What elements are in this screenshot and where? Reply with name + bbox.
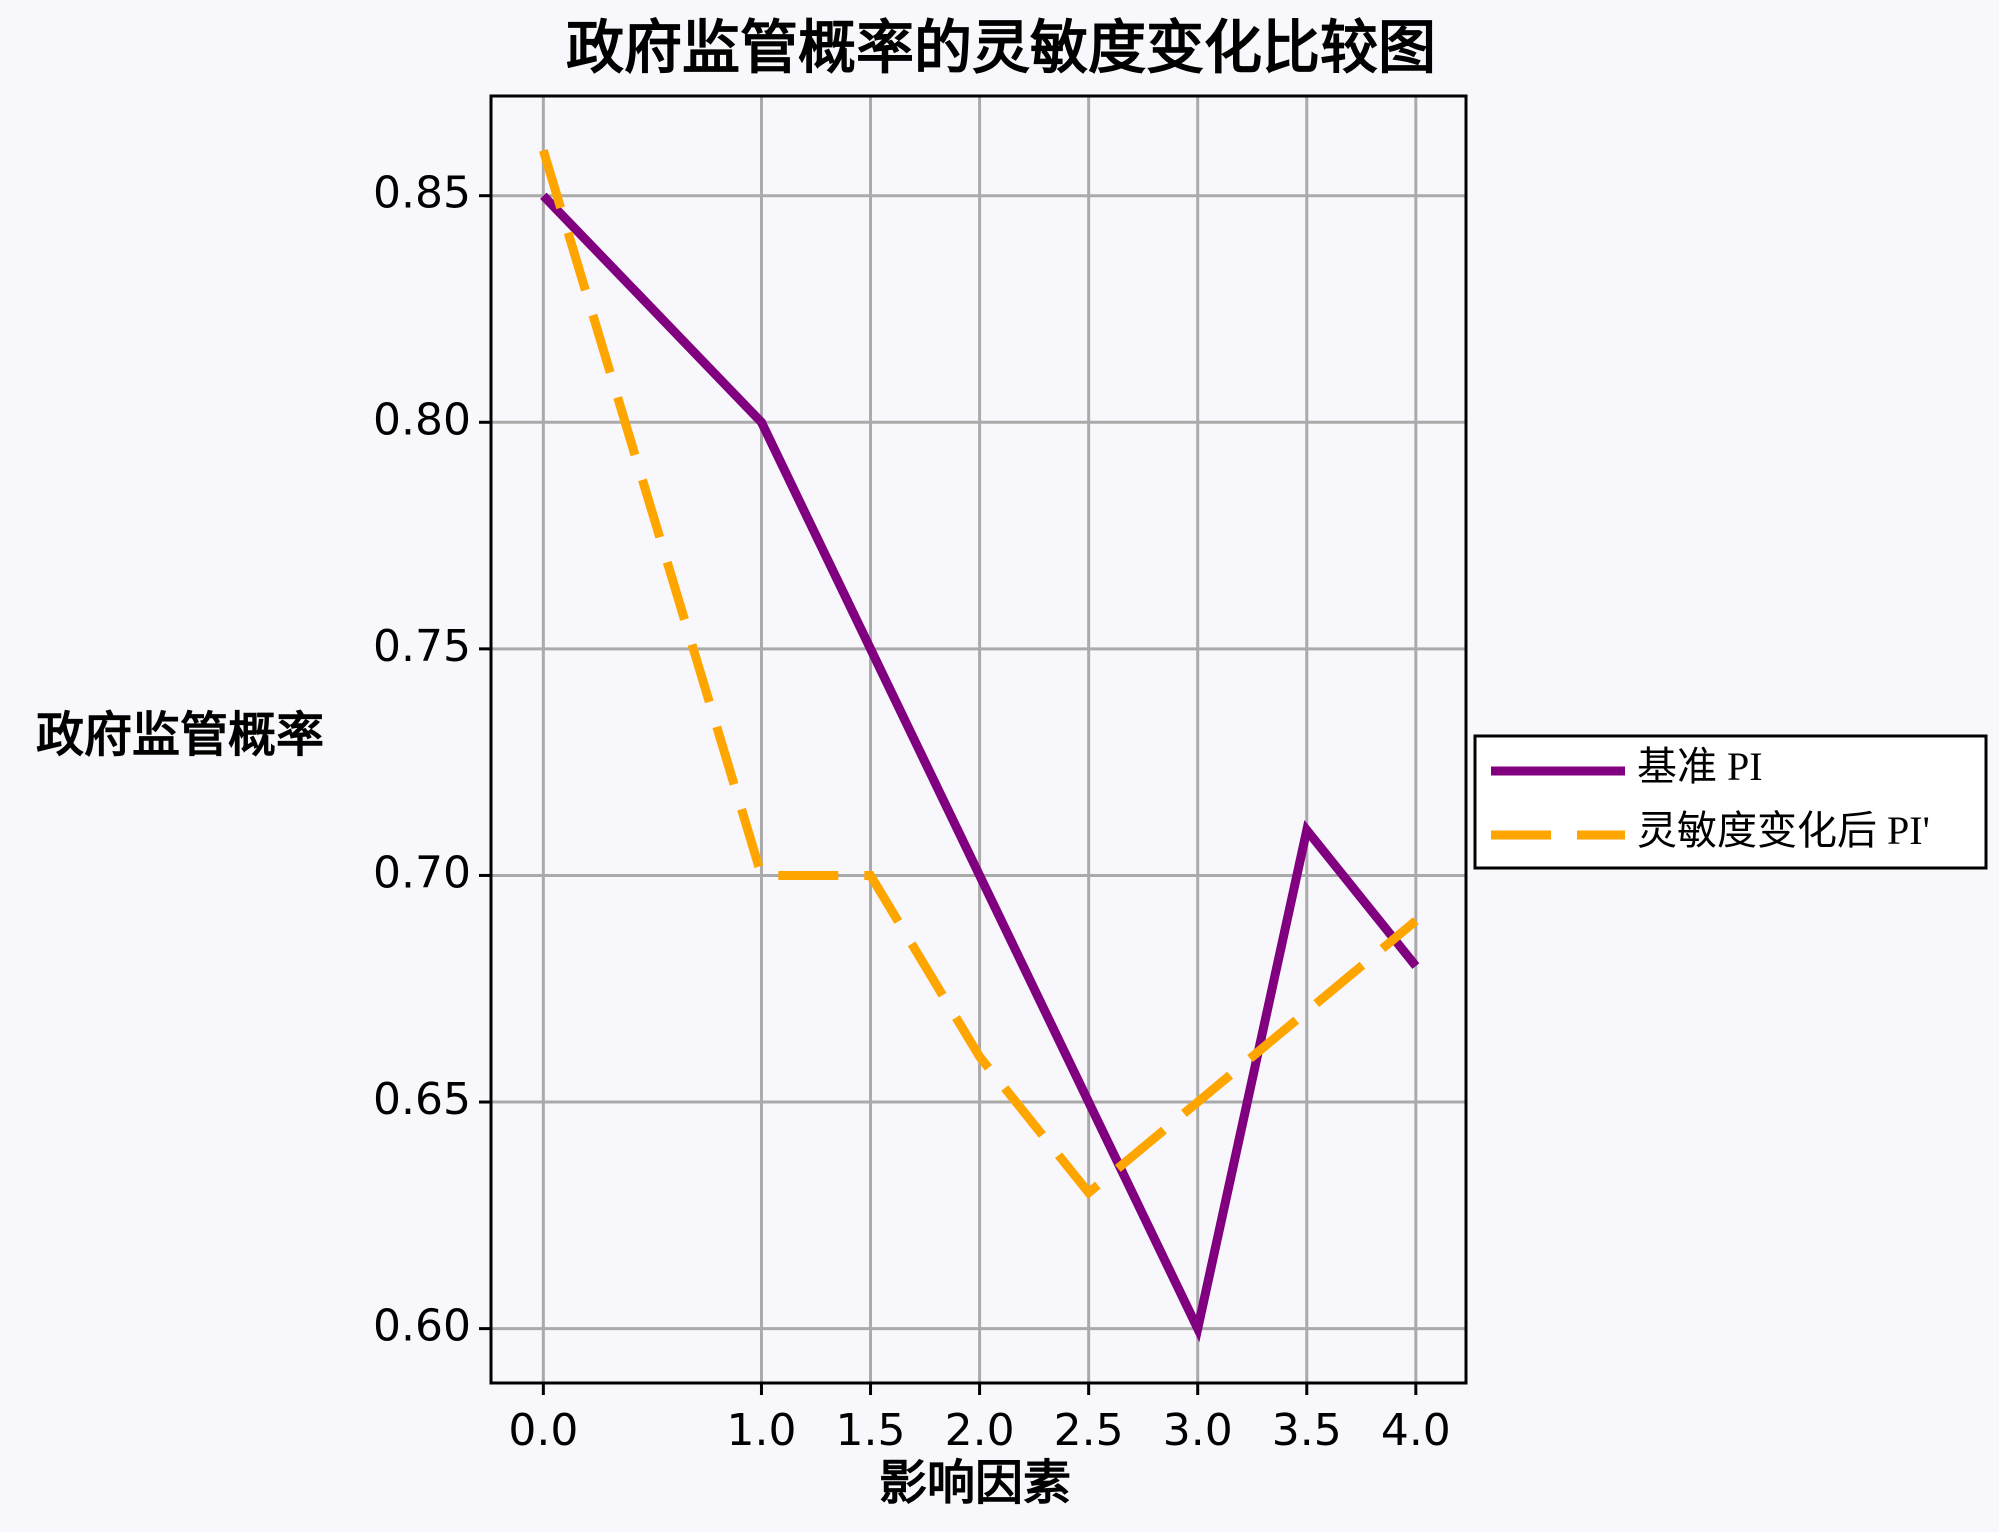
x-tick-label: 2.5 — [1054, 1405, 1124, 1456]
x-tick-label: 4.0 — [1381, 1405, 1451, 1456]
x-tick-label: 3.0 — [1163, 1405, 1233, 1456]
legend-label: 基准 PI — [1637, 744, 1763, 789]
plot-frame — [489, 94, 1468, 1385]
legend-label: 灵敏度变化后 PI' — [1637, 808, 1930, 853]
y-tick-label: 0.80 — [373, 394, 471, 445]
line-series — [539, 149, 1419, 1200]
x-tick-label: 1.5 — [836, 1405, 906, 1456]
x-tick-label: 0.0 — [508, 1405, 578, 1456]
y-tick-label: 0.75 — [373, 621, 471, 672]
x-tick-label: 1.0 — [726, 1405, 796, 1456]
chart-title: 政府监管概率的灵敏度变化比较图 — [566, 15, 1436, 80]
x-tick-label: 2.0 — [945, 1405, 1015, 1456]
line-series — [540, 192, 1420, 1343]
x-axis-label: 影响因素 — [879, 1457, 1071, 1510]
y-tick-label: 0.60 — [373, 1301, 471, 1352]
y-axis-label: 政府监管概率 — [36, 709, 324, 762]
y-tick-label: 0.85 — [373, 168, 471, 219]
y-tick-label: 0.70 — [373, 847, 471, 898]
legend-box — [1473, 734, 1988, 870]
y-tick-label: 0.65 — [373, 1074, 471, 1125]
x-tick-label: 3.5 — [1272, 1405, 1342, 1456]
